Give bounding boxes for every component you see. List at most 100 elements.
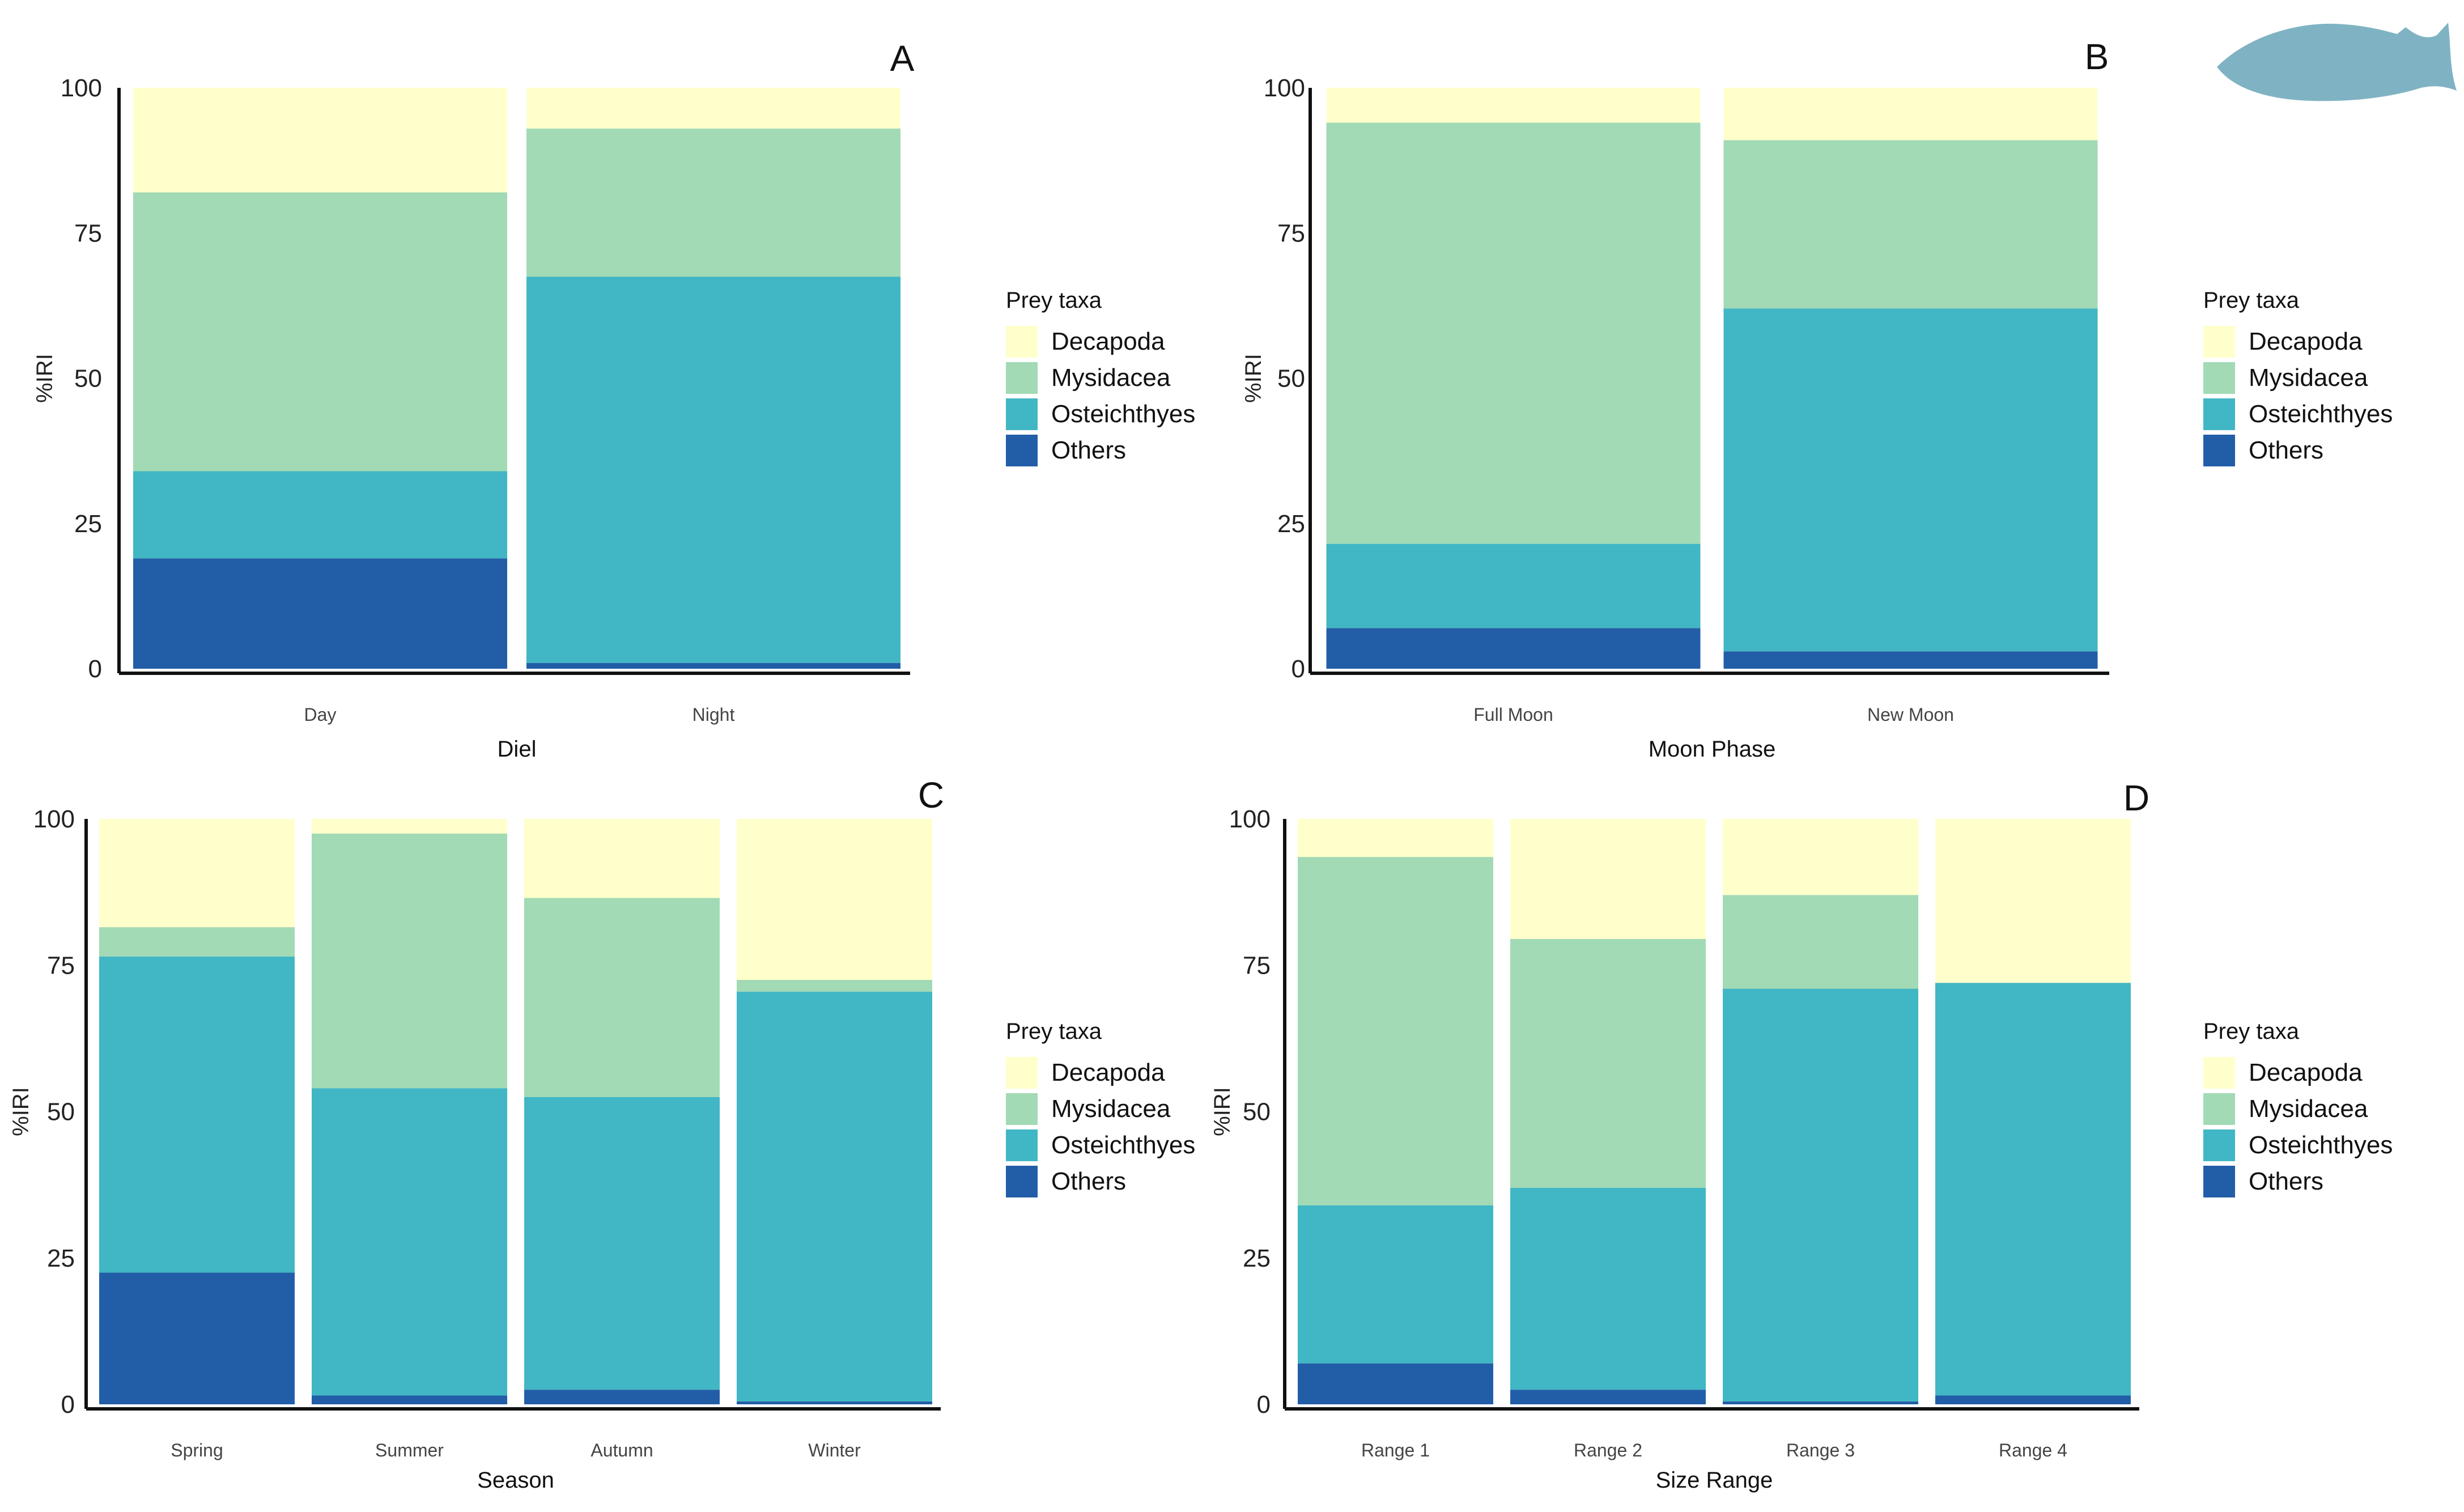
x-tick-label: Summer: [375, 1440, 444, 1460]
legend-swatch-decapoda: [2203, 326, 2235, 358]
legend-swatch-others: [1006, 435, 1038, 466]
bar-segment-others-full-moon: [1326, 628, 1701, 669]
y-tick-label: 0: [1292, 655, 1305, 683]
legend-label-decapoda: Decapoda: [2249, 1059, 2363, 1086]
legend-label-mysidacea: Mysidacea: [1051, 1095, 1171, 1123]
y-tick-label: 75: [1243, 952, 1271, 979]
panel-c: Spring Summer Autumn Winter 0 25 50 75 100 %IRI Se…: [9, 775, 1195, 1493]
legend-swatch-others: [2203, 435, 2235, 466]
y-tick-label: 75: [47, 952, 75, 979]
legend: Prey taxa Decapoda Mysidacea Osteichthyes Ot…: [2203, 288, 2393, 466]
legend-label-mysidacea: Mysidacea: [2249, 364, 2368, 392]
bar-segment-others-summer: [312, 1395, 507, 1404]
x-tick-label: Winter: [808, 1440, 861, 1460]
bar-segment-decapoda-day: [133, 88, 507, 193]
bar-segment-decapoda-winter: [737, 819, 932, 980]
legend-swatch-decapoda: [1006, 1057, 1038, 1089]
bar-segment-mysidacea-day: [133, 192, 507, 472]
bar-segment-mysidacea-spring: [99, 927, 295, 957]
x-tick-label: Night: [693, 704, 735, 725]
x-tick-label: Range 3: [1786, 1440, 1855, 1460]
panel-d: Range 1 Range 2 Range 3 Range 4 0 25 50 75 100 %I…: [1210, 778, 2393, 1493]
y-tick-label: 100: [61, 74, 102, 102]
x-tick-label: Range 2: [1574, 1440, 1642, 1460]
bar-segment-osteichthyes-night: [526, 277, 900, 663]
legend-swatch-osteichthyes: [1006, 398, 1038, 430]
legend-label-mysidacea: Mysidacea: [1051, 364, 1171, 392]
bar-segment-mysidacea-range-3: [1723, 895, 1918, 989]
legend-label-osteichthyes: Osteichthyes: [1051, 400, 1195, 428]
y-tick-label: 25: [1243, 1245, 1271, 1272]
bar-segment-osteichthyes-spring: [99, 956, 295, 1273]
y-tick-label: 100: [1229, 805, 1271, 833]
bar-segment-mysidacea-new-moon: [1723, 140, 2098, 309]
legend-swatch-mysidacea: [1006, 362, 1038, 394]
bar-segment-others-range-3: [1723, 1401, 1918, 1404]
legend-swatch-mysidacea: [2203, 362, 2235, 394]
y-axis-title: %IRI: [1210, 1087, 1235, 1136]
legend: Prey taxa Decapoda Mysidacea Osteichthyes Ot…: [1006, 288, 1195, 466]
panel-letter: A: [890, 38, 915, 79]
bar-segment-osteichthyes-range-1: [1298, 1205, 1493, 1364]
y-tick-label: 0: [88, 655, 102, 683]
panel-a: Day Night 0 25 50 75 100 %IRI Diel A Prey taxa Deca…: [32, 38, 1195, 762]
legend-swatch-decapoda: [2203, 1057, 2235, 1089]
bar-segment-decapoda-range-3: [1723, 819, 1918, 895]
legend-label-mysidacea: Mysidacea: [2249, 1095, 2368, 1123]
legend-swatch-osteichthyes: [1006, 1129, 1038, 1161]
y-tick-label: 50: [1277, 365, 1305, 393]
x-tick-label: New Moon: [1867, 704, 1954, 725]
legend: Prey taxa Decapoda Mysidacea Osteichthyes Ot…: [2203, 1019, 2393, 1197]
legend-label-osteichthyes: Osteichthyes: [2249, 1131, 2393, 1159]
bar-segment-osteichthyes-day: [133, 471, 507, 559]
legend-swatch-osteichthyes: [2203, 398, 2235, 430]
bar-segment-mysidacea-summer: [312, 833, 507, 1089]
x-axis-title: Season: [477, 1468, 554, 1493]
bar-segment-decapoda-new-moon: [1723, 88, 2098, 141]
bar-segment-decapoda-range-2: [1510, 819, 1706, 939]
y-tick-label: 50: [47, 1098, 75, 1126]
bar-segment-others-range-1: [1298, 1363, 1493, 1404]
y-tick-label: 100: [1264, 74, 1305, 102]
bar-segment-osteichthyes-winter: [737, 991, 932, 1401]
bar-segment-others-range-2: [1510, 1390, 1706, 1404]
x-axis-title: Diel: [498, 737, 537, 762]
fish-silhouette-icon: [2217, 23, 2457, 101]
bar-segment-decapoda-range-1: [1298, 819, 1493, 857]
bar-segment-osteichthyes-autumn: [524, 1097, 720, 1390]
y-tick-label: 0: [61, 1391, 75, 1418]
bar-segment-osteichthyes-range-2: [1510, 1187, 1706, 1390]
y-tick-label: 50: [1243, 1098, 1271, 1126]
bar-segment-decapoda-range-4: [1935, 819, 2131, 983]
legend-swatch-others: [1006, 1166, 1038, 1197]
legend-title: Prey taxa: [1006, 1019, 1102, 1044]
x-tick-label: Day: [304, 704, 337, 725]
bar-segment-mysidacea-range-1: [1298, 857, 1493, 1205]
y-axis-title: %IRI: [1241, 354, 1266, 403]
legend-label-others: Others: [2249, 436, 2323, 464]
bar-segment-osteichthyes-full-moon: [1326, 543, 1701, 628]
bar-segment-osteichthyes-range-3: [1723, 988, 1918, 1401]
bar-segment-others-winter: [737, 1401, 932, 1404]
bar-segment-mysidacea-full-moon: [1326, 122, 1701, 544]
legend-swatch-others: [2203, 1166, 2235, 1197]
panel-letter: C: [918, 775, 944, 816]
bar-segment-decapoda-autumn: [524, 819, 720, 898]
legend-label-others: Others: [1051, 1167, 1126, 1195]
legend-swatch-osteichthyes: [2203, 1129, 2235, 1161]
legend-swatch-mysidacea: [1006, 1093, 1038, 1125]
legend-label-decapoda: Decapoda: [1051, 328, 1165, 355]
legend-title: Prey taxa: [1006, 288, 1102, 313]
y-tick-label: 75: [1277, 219, 1305, 247]
bar-segment-osteichthyes-new-moon: [1723, 308, 2098, 652]
y-tick-label: 25: [74, 510, 102, 538]
y-tick-label: 0: [1257, 1391, 1271, 1418]
bar-segment-others-autumn: [524, 1390, 720, 1404]
legend-label-decapoda: Decapoda: [2249, 328, 2363, 355]
bar-segment-others-new-moon: [1723, 651, 2098, 669]
y-tick-label: 25: [47, 1245, 75, 1272]
bar-segment-others-spring: [99, 1272, 295, 1404]
x-axis-title: Size Range: [1656, 1468, 1773, 1493]
y-axis-title: %IRI: [9, 1087, 33, 1136]
